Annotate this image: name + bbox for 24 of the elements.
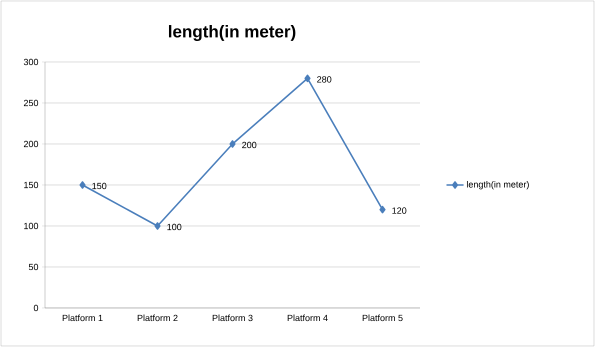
x-tick-label: Platform 4 [288, 314, 328, 322]
x-tick-label: Platform 3 [212, 314, 253, 322]
data-label: 100 [167, 224, 182, 230]
y-tick-label: 50 [28, 264, 38, 270]
data-label: 120 [392, 207, 406, 214]
chart-title: length(in meter) [168, 25, 296, 41]
y-tick-label: 150 [24, 182, 38, 188]
point [229, 140, 236, 148]
y-tick-label: 0 [34, 304, 38, 312]
y-tick-label: 200 [24, 140, 38, 148]
data-label: 280 [317, 76, 332, 83]
data-label: 200 [242, 142, 256, 148]
point [379, 206, 386, 214]
y-tick-label: 250 [24, 100, 38, 106]
point [154, 222, 161, 230]
y-tick-label: 100 [24, 222, 38, 230]
x-tick-label: Platform 5 [362, 314, 403, 322]
legend-label: length(in meter) [466, 180, 529, 190]
point [79, 181, 86, 189]
point [304, 74, 311, 82]
data-label: 150 [92, 182, 106, 190]
x-tick-label: Platform 2 [138, 314, 178, 322]
x-tick-label: Platform 1 [62, 314, 103, 322]
y-tick-label: 300 [24, 58, 38, 66]
